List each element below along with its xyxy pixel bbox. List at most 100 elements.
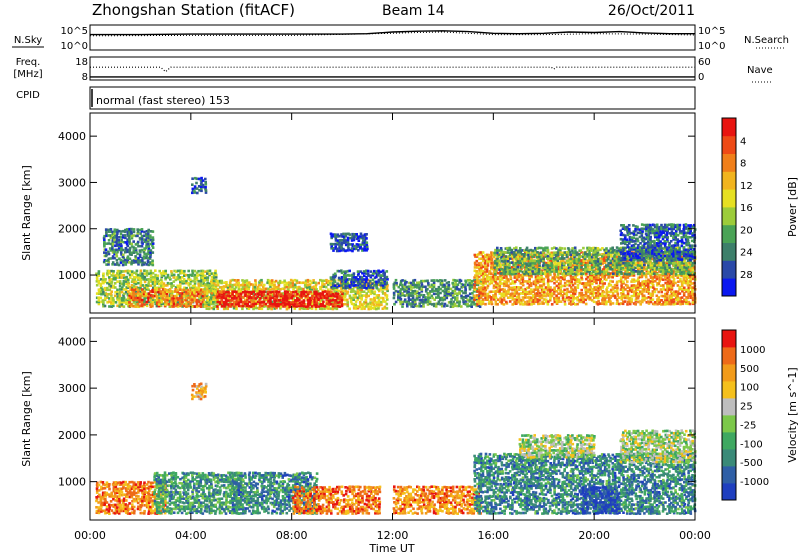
data-cell <box>344 290 347 293</box>
data-cell <box>241 279 244 282</box>
data-cell <box>359 301 362 304</box>
data-cell <box>367 270 370 273</box>
data-cell <box>98 280 101 283</box>
data-cell <box>523 258 526 261</box>
data-cell <box>317 293 320 296</box>
data-cell <box>226 308 229 311</box>
data-cell <box>558 297 561 300</box>
freq-right-tick-bottom: 0 <box>698 72 704 83</box>
data-cell <box>531 262 534 265</box>
data-cell <box>125 276 128 279</box>
data-cell <box>377 296 380 299</box>
data-cell <box>545 295 548 298</box>
freq-left-label-1: Freq. <box>16 57 41 68</box>
data-cell <box>530 285 533 288</box>
data-cell <box>484 262 487 265</box>
data-cell <box>664 277 667 280</box>
data-cell <box>235 308 238 311</box>
data-cell <box>332 293 335 296</box>
data-cell <box>422 305 425 308</box>
data-cell <box>487 264 490 267</box>
data-cell <box>612 273 615 276</box>
data-cell <box>564 247 567 250</box>
data-cell <box>544 254 547 257</box>
data-cell <box>175 279 178 282</box>
data-cell <box>164 270 167 273</box>
data-cell <box>594 247 597 250</box>
data-cell <box>386 307 389 310</box>
data-cell <box>222 290 225 293</box>
data-cell <box>151 303 154 306</box>
data-cell <box>239 297 242 300</box>
data-cell <box>100 283 103 286</box>
data-cell <box>496 247 499 250</box>
data-cell <box>378 299 381 302</box>
data-cell <box>115 301 118 304</box>
data-cell <box>211 292 214 295</box>
data-cell <box>439 288 442 291</box>
data-cell <box>551 303 554 306</box>
data-cell <box>344 303 347 306</box>
data-cell <box>489 270 492 273</box>
data-cell <box>273 293 276 296</box>
data-cell <box>322 291 325 294</box>
data-cell <box>454 303 457 306</box>
data-cell <box>519 274 522 277</box>
data-cell <box>179 299 182 302</box>
data-cell <box>519 247 522 250</box>
data-cell <box>435 296 438 299</box>
data-cell <box>337 290 340 293</box>
data-cell <box>568 280 571 283</box>
data-cell <box>158 303 161 306</box>
data-cell <box>578 253 581 256</box>
data-cell <box>208 308 211 311</box>
data-cell <box>167 274 170 277</box>
data-cell <box>275 290 278 293</box>
data-cell <box>141 299 144 302</box>
data-cell <box>446 304 449 307</box>
data-cell <box>605 279 608 282</box>
freq-left-label-2: [MHz] <box>13 69 42 80</box>
data-cell <box>287 288 290 291</box>
data-cell <box>597 303 600 306</box>
data-cell <box>110 290 113 293</box>
data-cell <box>98 270 101 273</box>
data-cell <box>119 280 122 283</box>
data-cell <box>490 301 493 304</box>
data-cell <box>376 287 379 290</box>
data-cell <box>605 303 608 306</box>
data-cell <box>176 293 179 296</box>
data-cell <box>275 280 278 283</box>
data-cell <box>567 247 570 250</box>
data-cell <box>599 260 602 263</box>
data-cell <box>551 247 554 250</box>
data-cell <box>482 302 485 305</box>
cpid-text: normal (fast stereo) 153 <box>96 94 230 107</box>
data-cell <box>303 299 306 302</box>
data-cell <box>647 300 650 303</box>
data-cell <box>135 281 138 284</box>
data-cell <box>104 287 107 290</box>
data-cell <box>340 269 343 272</box>
data-cell <box>595 286 598 289</box>
data-cell <box>573 254 576 257</box>
data-cell <box>382 297 385 300</box>
data-cell <box>607 254 610 257</box>
data-cell <box>517 256 520 259</box>
data-cell <box>451 282 454 285</box>
data-cell <box>509 300 512 303</box>
data-cell <box>507 278 510 281</box>
data-cell <box>570 303 573 306</box>
data-cell <box>570 258 573 261</box>
data-cell <box>338 277 341 280</box>
data-cell <box>639 303 642 306</box>
data-cell <box>503 276 506 279</box>
data-cell <box>597 258 600 261</box>
data-cell <box>603 273 606 276</box>
data-cell <box>141 288 144 291</box>
data-cell <box>471 280 474 283</box>
data-cell <box>505 301 508 304</box>
data-cell <box>137 282 140 285</box>
data-cell <box>622 280 625 283</box>
data-cell <box>501 282 504 285</box>
